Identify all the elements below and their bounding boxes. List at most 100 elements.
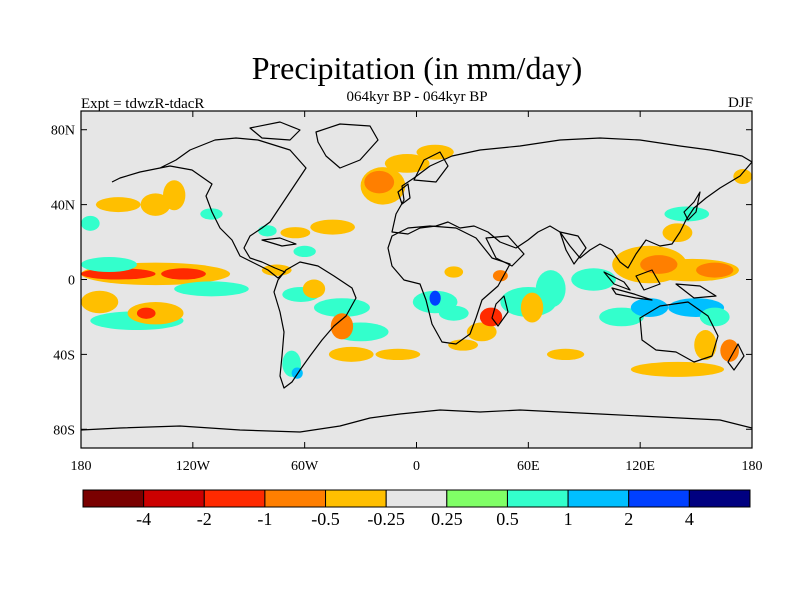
arctic-islands-outline xyxy=(249,121,301,141)
anomaly-region xyxy=(163,180,186,211)
lon-tick-label: 180 xyxy=(742,459,763,474)
anomaly-region xyxy=(330,313,354,340)
anomaly-region xyxy=(466,322,497,342)
colorbar-label: 1 xyxy=(564,509,573,529)
anomaly-region xyxy=(733,169,752,185)
anomaly-region xyxy=(630,361,725,377)
colorbar-label: 0.25 xyxy=(431,509,463,529)
colorbar-label: 2 xyxy=(624,509,633,529)
anomaly-region xyxy=(479,307,503,327)
anomaly-region xyxy=(546,348,585,361)
lon-tick-label: 180 xyxy=(71,459,92,474)
arabia-outline xyxy=(485,235,525,267)
anomaly-region xyxy=(302,279,326,299)
colorbar-swatch xyxy=(506,489,569,508)
british-isles-outline xyxy=(397,183,411,205)
anomaly-region xyxy=(136,307,156,319)
new-guinea-outline xyxy=(675,283,717,299)
anomaly-region xyxy=(448,339,479,351)
coastlines xyxy=(81,121,752,433)
colorbar-swatch xyxy=(628,489,690,508)
anomaly-region xyxy=(364,170,395,194)
africa-outline xyxy=(387,225,511,345)
colorbar-swatch xyxy=(567,489,630,508)
longitude-axis: 180 120W 60W 0 60E 120E 180 xyxy=(71,111,763,474)
borneo-outline xyxy=(635,269,661,291)
madagascar-outline xyxy=(491,295,509,327)
anomaly-region xyxy=(535,270,566,308)
lon-tick-label: 120E xyxy=(625,459,655,474)
experiment-label: Expt = tdwzR-tdacR xyxy=(81,96,205,112)
anomaly-region xyxy=(492,270,508,282)
anomaly-region xyxy=(720,339,739,362)
colorbar-label: -2 xyxy=(197,509,212,529)
colorbar-swatch xyxy=(325,489,387,508)
colorbar-swatch xyxy=(385,489,448,508)
colorbar-label: -4 xyxy=(136,509,151,529)
anomaly-region xyxy=(384,154,430,173)
anomaly-region xyxy=(200,208,223,220)
colorbar-label: -1 xyxy=(257,509,272,529)
lat-tick-label: 0 xyxy=(68,274,75,289)
anomaly-region xyxy=(438,305,469,321)
lat-tick-label: 80S xyxy=(53,423,75,438)
colorbar-swatch xyxy=(264,489,327,508)
colorbar-swatch xyxy=(446,489,508,508)
anomaly-region xyxy=(174,281,249,297)
australia-outline xyxy=(639,301,719,363)
anomaly-region xyxy=(310,219,355,235)
lon-tick-label: 120W xyxy=(176,459,211,474)
anomaly-region xyxy=(81,215,100,231)
anomaly-layer xyxy=(81,144,752,379)
caribbean-outline xyxy=(261,237,297,247)
eurasia-outline xyxy=(391,137,752,269)
anomaly-region xyxy=(696,262,734,278)
lon-tick-label: 60W xyxy=(291,459,319,474)
anomaly-region xyxy=(640,255,678,274)
anomaly-region xyxy=(81,290,119,314)
anomaly-region xyxy=(161,268,206,280)
colorbar-label: 4 xyxy=(685,509,694,529)
anomaly-region xyxy=(630,298,669,317)
colorbar-label: 0.5 xyxy=(496,509,519,529)
colorbar-swatch xyxy=(203,489,266,508)
season-label: DJF xyxy=(727,95,753,111)
anomaly-region xyxy=(599,307,644,327)
figure-title: Precipitation (in mm/day) xyxy=(251,50,583,86)
colorbar-swatch xyxy=(143,489,205,508)
japan-outline xyxy=(683,191,701,221)
scandinavia-outline xyxy=(413,151,449,183)
anomaly-region xyxy=(81,257,137,273)
south-america-outline xyxy=(273,261,357,389)
anomaly-region xyxy=(293,245,316,258)
colorbar-swatch xyxy=(688,489,751,508)
anomaly-region xyxy=(520,292,544,323)
lon-tick-label: 0 xyxy=(413,459,420,474)
greenland-outline xyxy=(315,123,379,169)
lat-tick-label: 40S xyxy=(53,348,75,363)
colorbar-label: -0.25 xyxy=(367,509,405,529)
lat-tick-label: 80N xyxy=(51,124,75,139)
lat-tick-label: 40N xyxy=(51,199,75,214)
colorbar-label: -0.5 xyxy=(311,509,340,529)
anomaly-region xyxy=(95,197,141,213)
antarctica-outline xyxy=(81,409,752,433)
anomaly-region xyxy=(258,225,277,237)
anomaly-region xyxy=(261,264,292,276)
lon-tick-label: 60E xyxy=(517,459,540,474)
anomaly-region xyxy=(694,330,717,361)
india-outline xyxy=(559,231,587,265)
figure-subtitle: 064kyr BP - 064kyr BP xyxy=(346,89,488,105)
anomaly-region xyxy=(571,268,616,291)
anomaly-region xyxy=(664,206,710,222)
anomaly-region xyxy=(140,193,171,216)
anomaly-region xyxy=(375,348,421,361)
colorbar: -4 -2 -1 -0.5 -0.25 0.25 0.5 1 2 4 xyxy=(82,489,751,529)
java-outline xyxy=(611,287,653,301)
new-zealand-outline xyxy=(727,343,745,371)
anomaly-region xyxy=(416,144,454,160)
anomaly-region xyxy=(662,223,693,243)
anomaly-region xyxy=(313,298,370,317)
anomaly-region xyxy=(699,307,730,327)
